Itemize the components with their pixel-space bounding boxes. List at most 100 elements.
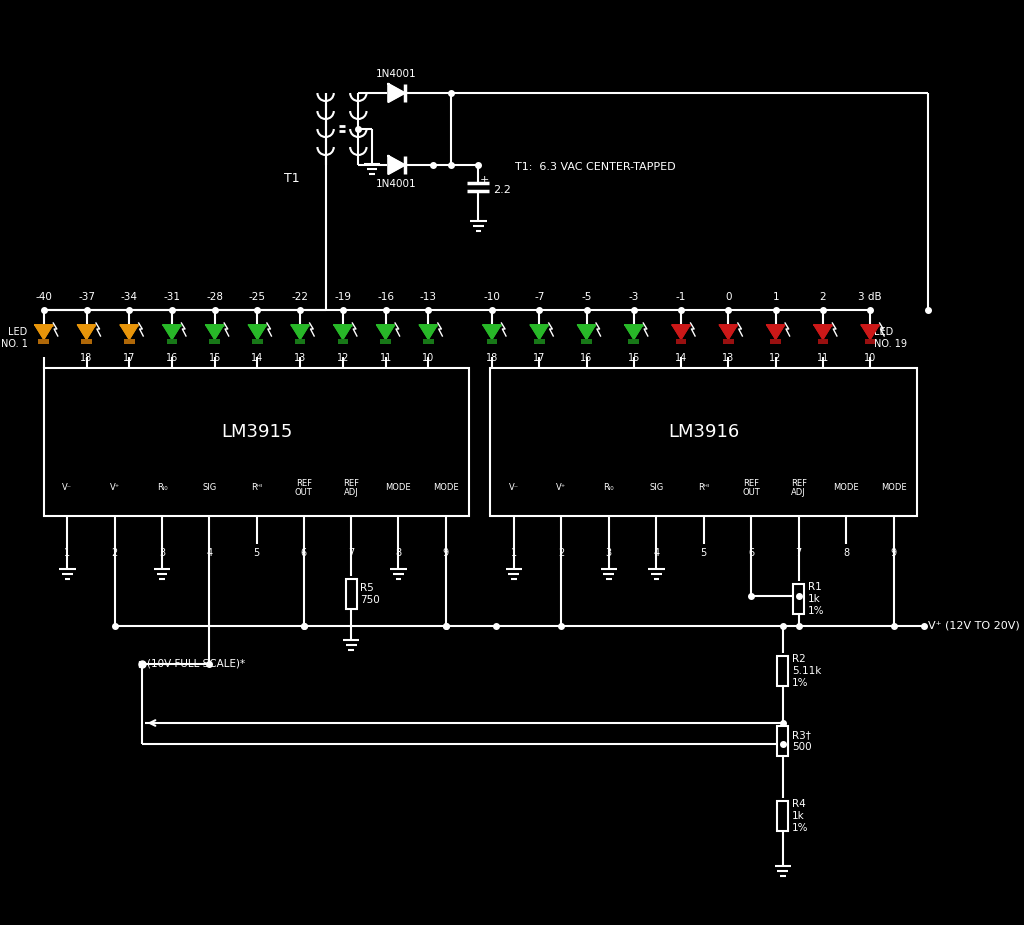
Text: 4: 4 bbox=[206, 548, 212, 558]
Text: 3: 3 bbox=[159, 548, 165, 558]
Text: 10: 10 bbox=[864, 353, 877, 363]
Polygon shape bbox=[483, 325, 501, 339]
Polygon shape bbox=[388, 84, 404, 102]
Text: Rᴴᴵ: Rᴴᴵ bbox=[251, 484, 262, 492]
Bar bbox=[629, 339, 639, 344]
Polygon shape bbox=[249, 325, 266, 339]
Text: 13: 13 bbox=[294, 353, 306, 363]
Bar bbox=[534, 339, 545, 344]
Text: 14: 14 bbox=[675, 353, 687, 363]
Text: 1: 1 bbox=[65, 548, 71, 558]
Polygon shape bbox=[377, 325, 394, 339]
Text: MODE: MODE bbox=[385, 484, 412, 492]
Text: -16: -16 bbox=[377, 292, 394, 302]
Bar bbox=[676, 339, 686, 344]
Text: R5
750: R5 750 bbox=[360, 583, 380, 605]
Bar bbox=[582, 339, 592, 344]
Text: R3†
500: R3† 500 bbox=[792, 730, 812, 752]
Bar bbox=[124, 339, 134, 344]
Text: 17: 17 bbox=[123, 353, 135, 363]
Text: 11: 11 bbox=[380, 353, 392, 363]
Bar bbox=[252, 339, 263, 344]
Text: T1:  6.3 VAC CENTER-TAPPED: T1: 6.3 VAC CENTER-TAPPED bbox=[515, 162, 676, 172]
Text: 9: 9 bbox=[442, 548, 449, 558]
Text: R1
1k
1%: R1 1k 1% bbox=[808, 583, 824, 616]
Text: V⁻: V⁻ bbox=[509, 484, 519, 492]
Polygon shape bbox=[767, 325, 784, 339]
Text: -5: -5 bbox=[582, 292, 592, 302]
Polygon shape bbox=[672, 325, 690, 339]
Polygon shape bbox=[530, 325, 548, 339]
Bar bbox=[777, 656, 788, 686]
Text: Rₗ₀: Rₗ₀ bbox=[603, 484, 614, 492]
Text: MODE: MODE bbox=[834, 484, 859, 492]
Text: 0: 0 bbox=[725, 292, 731, 302]
Bar bbox=[423, 339, 433, 344]
Polygon shape bbox=[121, 325, 138, 339]
Bar bbox=[777, 726, 788, 756]
Bar bbox=[777, 801, 788, 831]
Polygon shape bbox=[163, 325, 181, 339]
Text: R2
5.11k
1%: R2 5.11k 1% bbox=[792, 654, 821, 687]
Text: 7: 7 bbox=[348, 548, 354, 558]
Text: SIG: SIG bbox=[202, 484, 216, 492]
Polygon shape bbox=[814, 325, 831, 339]
Text: T1: T1 bbox=[284, 171, 300, 184]
Text: 5: 5 bbox=[700, 548, 707, 558]
Bar bbox=[865, 339, 876, 344]
Text: REF
OUT: REF OUT bbox=[742, 479, 760, 497]
Text: -7: -7 bbox=[535, 292, 545, 302]
Text: 2: 2 bbox=[558, 548, 564, 558]
Text: 1N4001: 1N4001 bbox=[376, 69, 417, 79]
Text: 2.2: 2.2 bbox=[493, 185, 511, 195]
Text: 3 dB: 3 dB bbox=[858, 292, 882, 302]
Text: 6: 6 bbox=[301, 548, 307, 558]
Text: -28: -28 bbox=[206, 292, 223, 302]
Bar bbox=[486, 339, 498, 344]
Text: 18: 18 bbox=[80, 353, 92, 363]
Text: -13: -13 bbox=[420, 292, 437, 302]
Text: REF
OUT: REF OUT bbox=[295, 479, 312, 497]
Text: 14: 14 bbox=[251, 353, 263, 363]
Bar bbox=[380, 339, 391, 344]
Text: 1N4001: 1N4001 bbox=[376, 179, 417, 189]
Text: LM3915: LM3915 bbox=[221, 423, 292, 441]
Text: 8: 8 bbox=[395, 548, 401, 558]
Text: -25: -25 bbox=[249, 292, 266, 302]
Text: V⁺ (12V TO 20V): V⁺ (12V TO 20V) bbox=[929, 621, 1020, 631]
Text: -3: -3 bbox=[629, 292, 639, 302]
Polygon shape bbox=[35, 325, 52, 339]
Text: 6: 6 bbox=[749, 548, 755, 558]
Text: 18: 18 bbox=[485, 353, 498, 363]
Polygon shape bbox=[291, 325, 309, 339]
Text: (10V FULL SCALE)*: (10V FULL SCALE)* bbox=[146, 659, 245, 669]
Text: -22: -22 bbox=[292, 292, 308, 302]
Bar bbox=[338, 339, 348, 344]
Text: Rₗ₀: Rₗ₀ bbox=[157, 484, 167, 492]
Text: 4: 4 bbox=[653, 548, 659, 558]
Text: LM3916: LM3916 bbox=[669, 423, 739, 441]
Text: V⁺: V⁺ bbox=[110, 484, 120, 492]
Text: 3: 3 bbox=[606, 548, 612, 558]
Bar bbox=[167, 339, 177, 344]
Text: V⁻: V⁻ bbox=[62, 484, 73, 492]
Text: -40: -40 bbox=[36, 292, 52, 302]
Text: LED
NO. 1: LED NO. 1 bbox=[1, 327, 28, 349]
Text: 16: 16 bbox=[166, 353, 178, 363]
Text: LED
NO. 19: LED NO. 19 bbox=[873, 327, 907, 349]
Text: SIG: SIG bbox=[649, 484, 664, 492]
Text: 2: 2 bbox=[819, 292, 826, 302]
Text: -34: -34 bbox=[121, 292, 138, 302]
Text: 13: 13 bbox=[722, 353, 734, 363]
Text: 8: 8 bbox=[843, 548, 849, 558]
Polygon shape bbox=[720, 325, 737, 339]
Text: -10: -10 bbox=[483, 292, 501, 302]
Text: REF
ADJ: REF ADJ bbox=[791, 479, 807, 497]
Text: 10: 10 bbox=[422, 353, 434, 363]
Text: 11: 11 bbox=[817, 353, 829, 363]
Text: R4
1k
1%: R4 1k 1% bbox=[792, 799, 809, 833]
Text: 15: 15 bbox=[628, 353, 640, 363]
Text: MODE: MODE bbox=[433, 484, 459, 492]
Text: V⁺: V⁺ bbox=[556, 484, 566, 492]
Bar bbox=[723, 339, 733, 344]
